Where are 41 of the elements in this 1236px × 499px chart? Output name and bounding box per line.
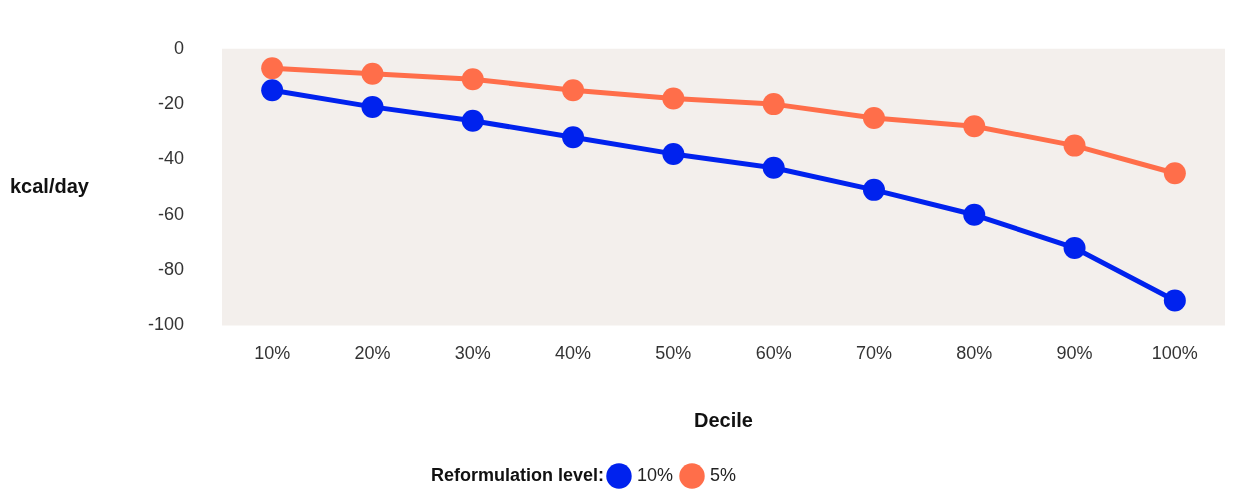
- legend-title: Reformulation level:: [430, 464, 604, 485]
- point: [361, 95, 384, 118]
- point: [461, 68, 484, 91]
- point: [662, 142, 685, 165]
- point: [963, 115, 986, 138]
- x-axis-title: Decile: [694, 408, 753, 431]
- x-tick-label: 90%: [1056, 343, 1093, 364]
- point: [461, 109, 484, 132]
- legend-label: 5%: [710, 464, 737, 485]
- point: [762, 156, 785, 179]
- y-axis-title: kcal/day: [10, 174, 90, 197]
- point: [862, 178, 885, 201]
- point: [261, 57, 284, 80]
- x-tick-label: 80%: [956, 343, 993, 364]
- point: [662, 87, 685, 110]
- y-tick-label: -20: [158, 93, 185, 114]
- point: [562, 79, 585, 102]
- y-tick-label: -40: [158, 148, 185, 169]
- x-tick-label: 70%: [855, 343, 892, 364]
- point: [1063, 134, 1086, 157]
- y-tick-label: -60: [158, 203, 185, 224]
- point: [562, 126, 585, 149]
- point: [762, 93, 785, 116]
- x-tick-label: 100%: [1151, 343, 1198, 364]
- y-tick-label: -100: [148, 314, 185, 335]
- y-tick-label: 0: [174, 37, 185, 58]
- y-tick-label: -80: [158, 259, 185, 280]
- point: [361, 62, 384, 85]
- x-tick-label: 10%: [254, 343, 291, 364]
- point: [1063, 236, 1086, 259]
- point: [261, 79, 284, 102]
- x-tick-label: 50%: [655, 343, 692, 364]
- x-tick-label: 60%: [755, 343, 792, 364]
- point: [1163, 289, 1186, 312]
- legend-label: 10%: [636, 464, 674, 485]
- x-tick-label: 20%: [354, 343, 391, 364]
- point: [963, 203, 986, 226]
- x-tick-label: 40%: [555, 343, 592, 364]
- x-tick-label: 30%: [454, 343, 491, 364]
- point: [862, 106, 885, 129]
- point: [1163, 162, 1186, 185]
